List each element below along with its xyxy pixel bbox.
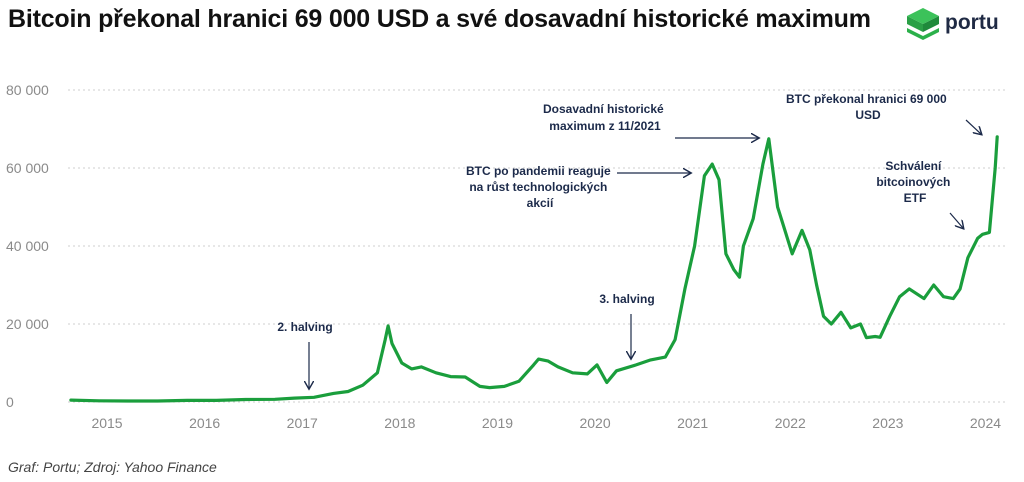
arrow-btc-69000 [965, 119, 981, 134]
annotation-pandemic: BTC po pandemii reaguje na růst technolo… [466, 164, 614, 210]
annotation-etf: Schválení bitcoinových ETF [876, 159, 953, 205]
y-tick-label: 20 000 [6, 316, 49, 332]
annotation-ath-2021: Dosavadní historické maximum z 11/2021 [543, 102, 667, 133]
x-tick-label: 2015 [91, 415, 122, 431]
x-tick-label: 2016 [189, 415, 220, 431]
x-tick-label: 2023 [872, 415, 903, 431]
x-tick-label: 2017 [287, 415, 318, 431]
portu-logo: portu [905, 6, 1015, 46]
portu-logo-text: portu [945, 11, 999, 34]
arrow-etf [949, 212, 963, 228]
annotation-halving-3: 3. halving [599, 292, 654, 306]
grid-lines [68, 89, 1005, 403]
chart-title: Bitcoin překonal hranici 69 000 USD a sv… [8, 5, 871, 33]
source-note: Graf: Portu; Zdroj: Yahoo Finance [8, 459, 217, 475]
y-tick-label: 0 [6, 394, 14, 410]
x-tick-label: 2021 [677, 415, 708, 431]
x-tick-label: 2019 [482, 415, 513, 431]
annotation-btc-69000: BTC překonal hranici 69 000 USD [786, 92, 950, 122]
x-axis-ticks: 2015 2016 2017 2018 2019 2020 2021 2022 2023 2024 [91, 415, 1001, 431]
x-tick-label: 2022 [775, 415, 806, 431]
y-tick-label: 60 000 [6, 160, 49, 176]
y-tick-label: 80 000 [6, 82, 49, 98]
price-series-line [69, 135, 999, 403]
annotations: 2. halving 3. halving BTC po pandemii re… [277, 92, 981, 388]
x-tick-label: 2020 [579, 415, 610, 431]
y-tick-label: 40 000 [6, 238, 49, 254]
portu-cube-icon [907, 8, 939, 40]
x-tick-label: 2024 [970, 415, 1001, 431]
x-tick-label: 2018 [384, 415, 415, 431]
y-axis-ticks: 0 20 000 40 000 60 000 80 000 [6, 82, 49, 410]
annotation-halving-2: 2. halving [277, 320, 332, 334]
